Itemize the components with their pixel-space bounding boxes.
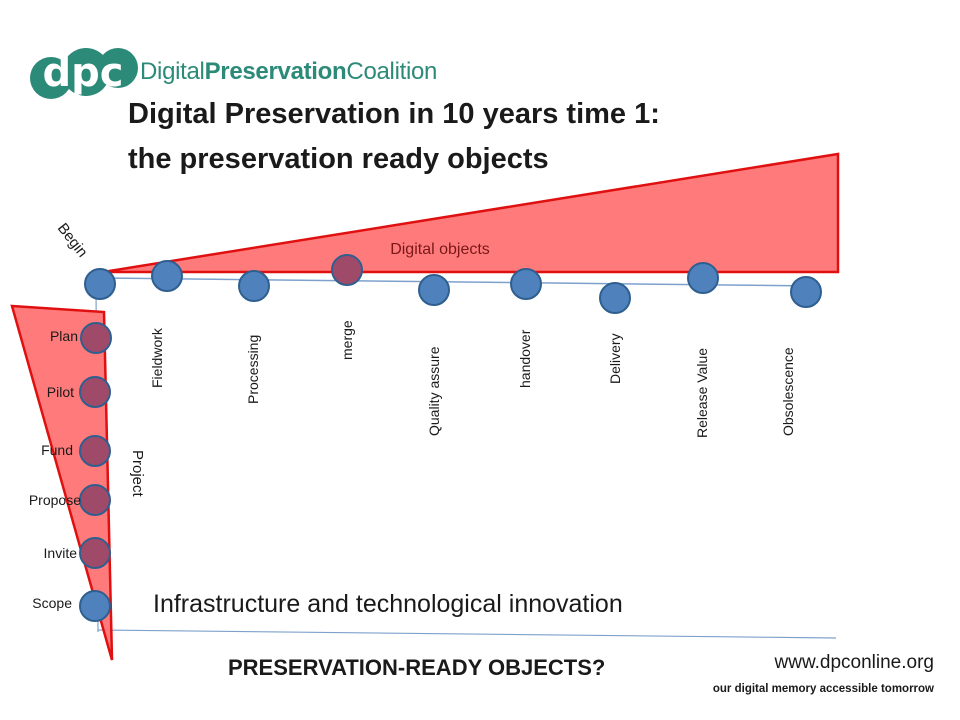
logo-word-coalition: Coalition: [346, 58, 438, 85]
stage-label-release-value: Release Value: [694, 348, 710, 438]
invite-node: [79, 537, 111, 569]
stage-label-pilot: Pilot: [47, 384, 74, 400]
logo-word-digital: Digital: [140, 58, 205, 85]
vertical-stage-labels: Plan Pilot Fund Propose Invite Scope: [29, 328, 81, 611]
preservation-ready-question: PRESERVATION-READY OBJECTS?: [228, 655, 606, 680]
begin-node: [84, 268, 116, 300]
stage-label-fund: Fund: [41, 442, 73, 458]
bottom-axis-line: [97, 629, 837, 639]
digital-objects-label: Digital objects: [390, 241, 490, 258]
scope-node: [79, 590, 111, 622]
stage-label-invite: Invite: [44, 545, 78, 561]
footer-url[interactable]: www.dpconline.org: [774, 652, 934, 673]
logo-wordmark: DigitalPreservationCoalition: [140, 58, 437, 86]
digital-objects-triangle: [102, 152, 840, 274]
page-title-line1: Digital Preservation in 10 years time 1:: [128, 98, 660, 130]
stage-label-obsolescence: Obsolescence: [780, 347, 796, 436]
project-label: Project: [129, 450, 146, 498]
footer-tagline: our digital memory accessible tomorrow: [712, 683, 934, 695]
stage-label-plan: Plan: [50, 328, 78, 344]
begin-label: Begin: [54, 220, 91, 261]
stage-label-merge: merge: [339, 320, 355, 360]
horizontal-stage-nodes: [151, 254, 822, 314]
delivery-node: [599, 282, 631, 314]
horizontal-stage-labels: Fieldwork Processing merge Quality assur…: [149, 320, 796, 438]
fund-node: [79, 435, 111, 467]
obsolescence-node: [790, 276, 822, 308]
propose-node: [79, 484, 111, 516]
quality-assure-node: [418, 274, 450, 306]
plan-node: [80, 322, 112, 354]
pilot-node: [79, 376, 111, 408]
page-title-line2: the preservation ready objects: [128, 143, 549, 175]
logo-mark-text: dpc: [43, 50, 124, 96]
merge-node: [331, 254, 363, 286]
stage-label-handover: handover: [517, 329, 533, 388]
stage-label-fieldwork: Fieldwork: [149, 327, 165, 388]
handover-node: [510, 268, 542, 300]
stage-label-propose: Propose: [29, 492, 81, 508]
release-value-node: [687, 262, 719, 294]
fieldwork-node: [151, 260, 183, 292]
stage-label-processing: Processing: [245, 335, 261, 404]
stage-label-quality-assure: Quality assure: [426, 346, 442, 436]
processing-node: [238, 270, 270, 302]
dpc-logo-mark: dpc: [30, 48, 138, 99]
logo-word-preservation: Preservation: [204, 58, 347, 85]
infrastructure-label: Infrastructure and technological innovat…: [153, 590, 623, 618]
stage-label-scope: Scope: [32, 595, 72, 611]
vertical-stage-nodes: [79, 322, 112, 622]
stage-label-delivery: Delivery: [607, 333, 623, 384]
